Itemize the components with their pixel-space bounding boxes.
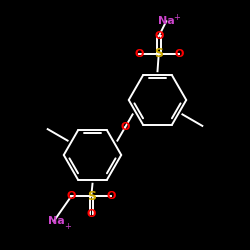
Text: O: O	[120, 122, 130, 132]
Text: O: O	[154, 31, 164, 41]
Text: O: O	[106, 191, 116, 201]
Text: O: O	[66, 191, 76, 201]
Text: +: +	[173, 13, 180, 22]
Text: +: +	[64, 222, 71, 231]
Text: S: S	[154, 47, 163, 60]
Text: O: O	[174, 49, 184, 59]
Text: Na: Na	[158, 16, 174, 26]
Text: Na: Na	[48, 216, 64, 226]
Text: O: O	[134, 49, 143, 59]
Text: O: O	[86, 209, 96, 219]
Text: S: S	[87, 190, 96, 203]
